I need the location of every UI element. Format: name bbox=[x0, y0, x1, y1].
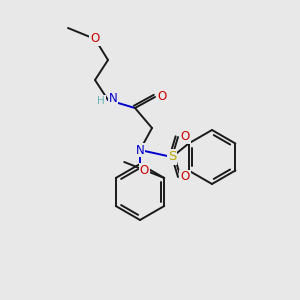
Text: N: N bbox=[109, 92, 117, 104]
Text: O: O bbox=[90, 32, 100, 46]
Text: O: O bbox=[158, 91, 166, 103]
Text: S: S bbox=[168, 151, 176, 164]
Text: O: O bbox=[180, 170, 190, 184]
Text: O: O bbox=[140, 164, 149, 176]
Text: H: H bbox=[97, 96, 105, 106]
Text: O: O bbox=[180, 130, 190, 143]
Text: N: N bbox=[136, 143, 144, 157]
